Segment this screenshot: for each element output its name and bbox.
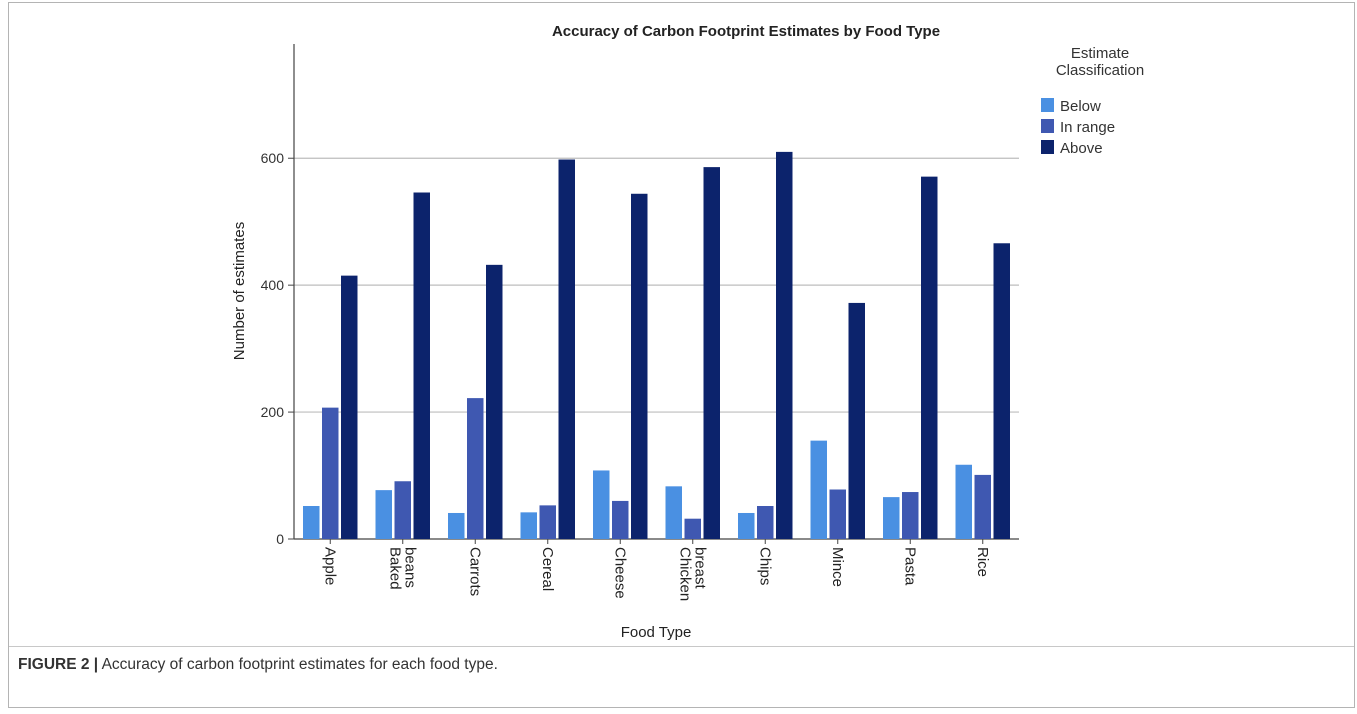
x-tick-label: Apple bbox=[321, 547, 338, 585]
bar-above bbox=[993, 243, 1010, 539]
bar-above bbox=[703, 167, 720, 539]
legend-label-above: Above bbox=[1060, 140, 1103, 157]
x-tick-label-group: Cereal bbox=[539, 547, 556, 591]
bar-below bbox=[883, 497, 900, 539]
legend-label-in-range: In range bbox=[1060, 119, 1115, 136]
x-tick-label-group: Rice bbox=[974, 547, 991, 577]
chart-title: Accuracy of Carbon Footprint Estimates b… bbox=[552, 23, 940, 40]
bar-in-range bbox=[612, 500, 629, 539]
bar-above bbox=[558, 159, 575, 539]
legend-title-line: Classification bbox=[1056, 62, 1144, 79]
x-tick-label: beans bbox=[401, 547, 418, 588]
x-tick-label-group: Mince bbox=[829, 547, 846, 587]
bar-in-range bbox=[757, 506, 774, 539]
y-tick-label: 0 bbox=[276, 531, 284, 547]
x-tick-label-group: Chips bbox=[756, 547, 773, 585]
x-tick-label-group: Apple bbox=[321, 547, 338, 585]
x-tick-label: Chicken bbox=[676, 547, 693, 601]
bar-below bbox=[738, 512, 755, 539]
x-tick-label: breast bbox=[691, 547, 708, 590]
bar-below bbox=[520, 512, 537, 539]
bar-above bbox=[341, 275, 358, 539]
bar-below bbox=[665, 486, 682, 539]
bars bbox=[303, 151, 1010, 539]
caption-label: FIGURE 2 | bbox=[18, 656, 99, 673]
bar-above bbox=[921, 176, 938, 539]
x-tick-label-group: Pasta bbox=[901, 547, 918, 586]
bar-in-range bbox=[684, 518, 701, 539]
bar-below bbox=[375, 490, 392, 539]
bar-above bbox=[413, 192, 430, 539]
y-tick-label: 600 bbox=[261, 150, 285, 166]
legend: Estimate Classification Below In range Above bbox=[1041, 45, 1144, 157]
x-tick-label: Carrots bbox=[466, 547, 483, 596]
gridlines bbox=[294, 157, 1019, 413]
caption-text: Accuracy of carbon footprint estimates f… bbox=[98, 656, 498, 673]
x-tick-label: Chips bbox=[756, 547, 773, 585]
bar-above bbox=[848, 302, 865, 539]
legend-swatch-below bbox=[1041, 98, 1054, 112]
x-axis-label: Food Type bbox=[621, 624, 692, 641]
x-tick-label: Cheese bbox=[611, 547, 628, 599]
chart-text: Accuracy of Carbon Footprint Estimates b… bbox=[231, 23, 940, 641]
legend-swatch-in-range bbox=[1041, 119, 1054, 133]
x-tick-label-group: Carrots bbox=[466, 547, 483, 596]
bar-in-range bbox=[394, 481, 411, 539]
bar-below bbox=[955, 464, 972, 539]
bar-below bbox=[810, 440, 827, 539]
caption-divider bbox=[9, 646, 1354, 647]
bar-below bbox=[593, 470, 610, 539]
legend-swatch-above bbox=[1041, 140, 1054, 154]
legend-label-below: Below bbox=[1060, 98, 1101, 115]
figure-caption: FIGURE 2 | Accuracy of carbon footprint … bbox=[18, 656, 498, 674]
x-tick-label: Cereal bbox=[539, 547, 556, 591]
bar-in-range bbox=[467, 398, 484, 539]
x-tick-label: Baked bbox=[386, 547, 403, 590]
bar-above bbox=[631, 193, 648, 539]
bar-in-range bbox=[902, 492, 919, 539]
x-tick-label: Pasta bbox=[901, 547, 918, 586]
legend-title-line: Estimate bbox=[1071, 45, 1129, 62]
y-tick-label: 200 bbox=[261, 404, 285, 420]
y-axis-label: Number of estimates bbox=[231, 222, 248, 360]
figure-frame bbox=[8, 2, 1355, 708]
bar-in-range bbox=[539, 505, 556, 539]
legend-title: Estimate Classification bbox=[1056, 45, 1144, 79]
x-tick-label: Rice bbox=[974, 547, 991, 577]
bar-below bbox=[448, 512, 465, 539]
bar-in-range bbox=[974, 474, 991, 539]
bar-below bbox=[303, 506, 320, 539]
y-tick-label: 400 bbox=[261, 277, 285, 293]
bar-above bbox=[486, 264, 503, 539]
x-tick-label: Mince bbox=[829, 547, 846, 587]
bar-in-range bbox=[322, 407, 339, 539]
bar-above bbox=[776, 151, 793, 539]
x-tick-label-group: Cheese bbox=[611, 547, 628, 599]
bar-in-range bbox=[829, 489, 846, 539]
